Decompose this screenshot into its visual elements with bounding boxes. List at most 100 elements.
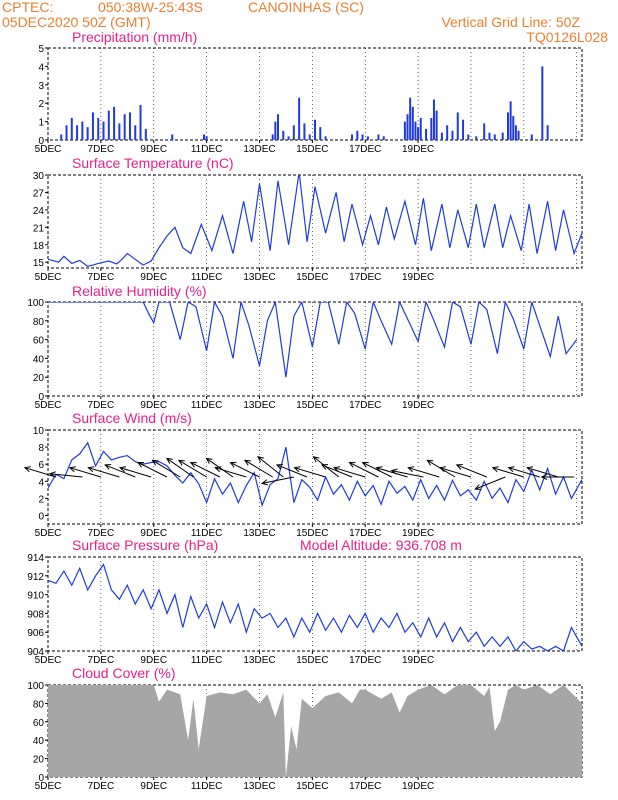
precip-bar xyxy=(546,125,549,140)
pressure-xtick-label: 5DEC xyxy=(35,655,62,666)
temp-ytick-label: 15 xyxy=(33,258,45,269)
wind-arrow xyxy=(508,467,540,478)
pressure-ytick-label: 914 xyxy=(27,553,44,564)
temp-xtick-label: 5DEC xyxy=(35,272,62,283)
humidity-xtick-label: 15DEC xyxy=(296,400,328,411)
wind-arrowhead xyxy=(118,466,127,473)
pressure-xtick-label: 15DEC xyxy=(296,655,328,666)
cloud-area xyxy=(48,685,582,777)
humidity-xtick-label: 13DEC xyxy=(243,400,275,411)
temp-line xyxy=(48,175,582,267)
wind-arrowhead xyxy=(526,466,534,473)
cloud-xtick-label: 11DEC xyxy=(191,781,223,792)
cloud-xtick-label: 7DEC xyxy=(88,781,115,792)
pressure-xtick-label: 11DEC xyxy=(191,655,223,666)
precip-bar xyxy=(456,112,459,140)
header-grid-note: Vertical Grid Line: 50Z xyxy=(441,14,580,30)
precip-bar xyxy=(451,130,454,140)
wind-arrow xyxy=(362,462,392,478)
humidity-ytick-label: 40 xyxy=(33,354,45,365)
temp-frame xyxy=(47,174,583,269)
temp-ytick-label: 18 xyxy=(33,241,45,252)
wind-arrowhead xyxy=(375,466,383,473)
header-source: CPTEC: xyxy=(2,0,53,15)
precip-bar xyxy=(435,110,438,140)
wind-arrowhead xyxy=(87,466,95,473)
wind-arrowhead xyxy=(455,464,463,470)
wind-arrowhead xyxy=(136,461,144,468)
precip-bar xyxy=(86,127,89,140)
precip-xtick-label: 5DEC xyxy=(35,144,62,155)
wind-arrowhead xyxy=(275,464,284,470)
wind-arrowhead xyxy=(390,468,398,475)
precip-bar xyxy=(76,125,79,140)
panels: 0 1 2 3 4 5 5DEC 7DEC 9DEC 11DEC 13DEC 15DEC 17DEC 19… xyxy=(23,44,583,792)
precip-bar xyxy=(517,130,520,140)
wind-xtick-label: 5DEC xyxy=(35,528,62,539)
precip-panel: 0 1 2 3 4 5 5DEC 7DEC 9DEC 11DEC 13DEC 15DEC 17DEC 19… xyxy=(35,44,583,155)
precip-bar xyxy=(91,112,94,140)
wind-panel: 0 2 4 6 8 10 5DEC 7DEC 9DEC 11DEC 13DEC 15DEC 17DEC 1… xyxy=(23,426,583,539)
wind-ytick-label: 2 xyxy=(38,494,44,505)
precip-bar xyxy=(308,134,311,140)
wind-arrowhead xyxy=(361,461,369,468)
wind-arrow xyxy=(257,456,284,478)
temp-ytick-label: 27 xyxy=(33,188,45,199)
wind-arrow xyxy=(88,467,120,478)
precip-bar xyxy=(432,99,435,140)
wind-arrowhead xyxy=(205,457,213,464)
pressure-title: Surface Pressure (hPa) xyxy=(72,537,218,553)
precip-bar xyxy=(282,130,285,140)
wind-ytick-label: 8 xyxy=(38,443,44,454)
wind-arrowhead xyxy=(165,457,173,464)
header-code: TQ0126L028 xyxy=(526,29,608,45)
cloud-panel: 0 20 40 60 80 100 5DEC 7DEC 9DEC 11DEC 13DEC 15DEC 1… xyxy=(27,681,583,792)
precip-bar xyxy=(409,97,412,140)
cloud-ytick-label: 80 xyxy=(33,699,45,710)
cloud-xtick-label: 17DEC xyxy=(349,781,381,792)
humidity-title: Relative Humidity (%) xyxy=(72,283,207,299)
pressure-ytick-label: 912 xyxy=(27,572,44,583)
precip-bar xyxy=(414,121,417,140)
wind-arrow xyxy=(215,467,247,478)
precip-bar xyxy=(171,134,174,140)
humidity-ytick-label: 60 xyxy=(33,336,45,347)
wind-ytick-label: 10 xyxy=(33,426,45,437)
wind-arrowhead xyxy=(68,466,76,473)
wind-arrow xyxy=(119,467,152,478)
precip-xtick-label: 7DEC xyxy=(88,144,115,155)
wind-xtick-label: 7DEC xyxy=(88,528,115,539)
precip-bar xyxy=(123,114,126,140)
cloud-ytick-label: 40 xyxy=(33,736,45,747)
temp-xtick-label: 13DEC xyxy=(243,272,275,283)
precip-bar xyxy=(303,123,306,140)
cloud-xtick-label: 13DEC xyxy=(243,781,275,792)
cloud-ytick-label: 100 xyxy=(27,681,44,692)
wind-arrow xyxy=(137,462,168,478)
header-location: CANOINHAS (SC) xyxy=(248,0,364,15)
temp-panel: 15 18 21 24 27 30 5DEC 7DEC 9DEC 11DEC 13DEC 15DEC 1… xyxy=(33,171,583,283)
precip-bar xyxy=(382,136,385,140)
pressure-line xyxy=(48,563,582,651)
precip-bar xyxy=(488,132,491,140)
precip-bar xyxy=(144,128,147,140)
temp-xtick-label: 19DEC xyxy=(402,272,434,283)
wind-arrowhead xyxy=(312,456,320,463)
precip-bar xyxy=(417,127,420,140)
cloud-ytick-label: 60 xyxy=(33,718,45,729)
precip-bar xyxy=(60,134,63,140)
cloud-ytick-label: 0 xyxy=(38,773,44,784)
precip-bar xyxy=(292,125,295,140)
precip-bar xyxy=(65,125,68,140)
wind-arrow xyxy=(276,464,308,478)
temp-ytick-label: 30 xyxy=(33,171,45,182)
pressure-xtick-label: 7DEC xyxy=(88,655,115,666)
precip-bar xyxy=(287,136,290,140)
pressure-panel: 904 906 908 910 912 914 5DEC 7DEC 9DEC 11DEC 13DEC… xyxy=(27,553,583,666)
precip-title: Precipitation (mm/h) xyxy=(72,29,197,45)
precip-bar xyxy=(97,117,100,140)
wind-arrow xyxy=(527,467,559,478)
precip-xtick-label: 19DEC xyxy=(402,144,434,155)
precip-bar xyxy=(493,134,496,140)
precip-bar xyxy=(530,134,533,140)
